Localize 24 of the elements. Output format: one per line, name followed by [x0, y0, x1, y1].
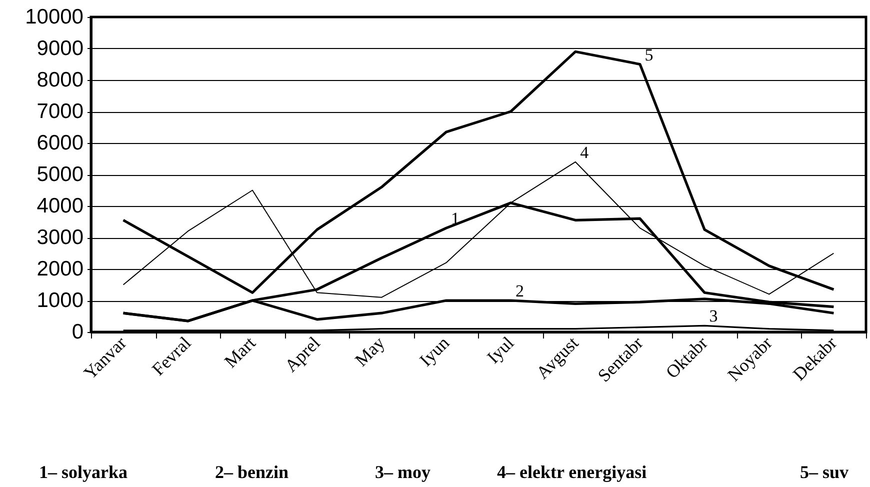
annotation: 4 — [580, 142, 590, 162]
y-tick-label: 10000 — [25, 6, 84, 28]
y-tick-label: 8000 — [36, 68, 84, 92]
text: 2– benzin — [215, 462, 289, 482]
text: 5– suv — [800, 462, 849, 482]
x-tick-label: Mart — [220, 332, 260, 372]
y-tick-label: 6000 — [36, 132, 84, 154]
y-tick-label: 3000 — [36, 226, 84, 249]
y-tick-label: 7000 — [36, 100, 84, 123]
text: 1– solyarka — [39, 462, 128, 482]
y-tick-label: 1000 — [36, 289, 84, 312]
x-tick-label: Iyul — [483, 332, 518, 368]
y-tick-label: 9000 — [36, 37, 84, 60]
x-tick-label: Iyun — [416, 332, 454, 370]
y-tick-label: 5000 — [36, 163, 84, 186]
text: 3– moy — [375, 462, 430, 482]
y-tick-label: 0 — [72, 320, 84, 344]
y-tick-label: 4000 — [36, 194, 84, 218]
annotation: 5 — [644, 45, 654, 64]
annotation: 2 — [516, 282, 524, 300]
y-tick-label: 2000 — [36, 258, 84, 280]
x-tick-label: May — [351, 332, 388, 370]
annotation: 3 — [709, 306, 718, 326]
text: 4– elektr energiyasi — [497, 462, 647, 482]
